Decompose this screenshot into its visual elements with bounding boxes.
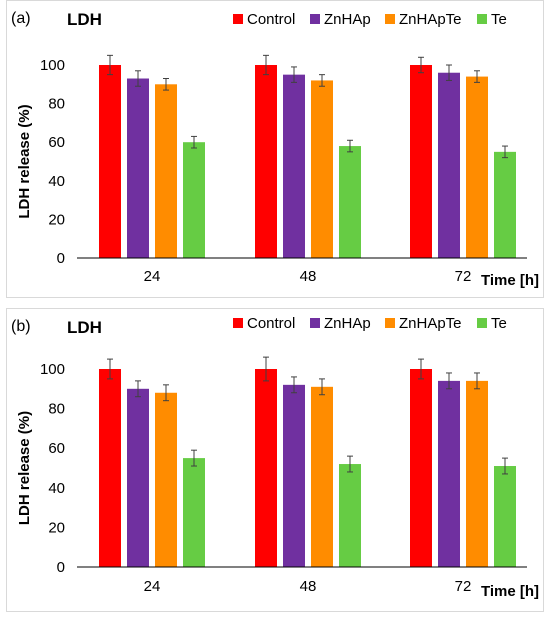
y-tick-label: 100 — [40, 57, 65, 74]
legend-label: ZnHAp — [324, 315, 371, 332]
bar — [311, 80, 333, 258]
bar — [410, 369, 432, 567]
legend-swatch — [310, 318, 320, 328]
chart-title: LDH — [67, 318, 102, 337]
bar — [494, 466, 516, 567]
x-axis-label: Time [h] — [481, 272, 539, 289]
legend-swatch — [477, 318, 487, 328]
bar — [183, 142, 205, 258]
panel-label: (a) — [11, 10, 31, 27]
bar — [438, 72, 460, 258]
y-axis-label: LDH release (%) — [16, 104, 33, 218]
y-tick-label: 100 — [40, 361, 65, 378]
bar — [127, 388, 149, 567]
x-axis-label: Time [h] — [481, 583, 539, 600]
bar — [466, 380, 488, 567]
legend-label: Control — [247, 315, 295, 332]
legend-label: Te — [491, 315, 507, 332]
chart-a: (a) LDH Control ZnHAp ZnHApTe Te LDH release (… — [11, 10, 539, 289]
y-tick-label: 40 — [48, 480, 65, 497]
y-tick-label: 0 — [57, 250, 65, 267]
legend-label: ZnHApTe — [399, 315, 462, 332]
x-tick-label: 48 — [300, 578, 317, 595]
bar — [311, 386, 333, 567]
x-tick-label: 24 — [144, 268, 161, 285]
x-tick-label: 24 — [144, 578, 161, 595]
chart-b: (b) LDH Control ZnHAp ZnHApTe Te LDH release (… — [11, 315, 539, 600]
legend-swatch — [385, 14, 395, 24]
bar — [255, 65, 277, 258]
bar — [99, 65, 121, 258]
bar — [339, 146, 361, 258]
legend-swatch — [385, 318, 395, 328]
bar — [155, 84, 177, 258]
legend-swatch — [233, 14, 243, 24]
legend-label: ZnHAp — [324, 11, 371, 28]
chart-panel-b: (b) LDH Control ZnHAp ZnHApTe Te LDH release (… — [6, 308, 544, 612]
legend-label: ZnHApTe — [399, 11, 462, 28]
bar — [438, 380, 460, 567]
legend-swatch — [477, 14, 487, 24]
y-tick-label: 80 — [48, 401, 65, 418]
legend-swatch — [233, 318, 243, 328]
legend-label: Te — [491, 11, 507, 28]
x-tick-label: 72 — [455, 268, 472, 285]
y-tick-label: 60 — [48, 440, 65, 457]
bar — [155, 392, 177, 567]
y-tick-label: 40 — [48, 173, 65, 190]
bar — [183, 458, 205, 567]
bar — [99, 369, 121, 567]
bar — [339, 464, 361, 567]
bar — [127, 78, 149, 258]
bar — [410, 65, 432, 258]
y-tick-label: 60 — [48, 134, 65, 151]
chart-panel-a: (a) LDH Control ZnHAp ZnHApTe Te LDH release (… — [6, 0, 544, 298]
y-tick-label: 20 — [48, 211, 65, 228]
y-tick-label: 80 — [48, 96, 65, 113]
bar — [255, 369, 277, 567]
panel-label: (b) — [11, 318, 31, 335]
bar — [283, 384, 305, 567]
legend-label: Control — [247, 11, 295, 28]
bar — [466, 76, 488, 258]
chart-title: LDH — [67, 10, 102, 29]
legend-swatch — [310, 14, 320, 24]
x-tick-label: 48 — [300, 268, 317, 285]
y-tick-label: 20 — [48, 519, 65, 536]
y-axis-label: LDH release (%) — [16, 411, 33, 525]
bar — [494, 151, 516, 258]
y-tick-label: 0 — [57, 559, 65, 576]
bar — [283, 74, 305, 259]
x-tick-label: 72 — [455, 578, 472, 595]
